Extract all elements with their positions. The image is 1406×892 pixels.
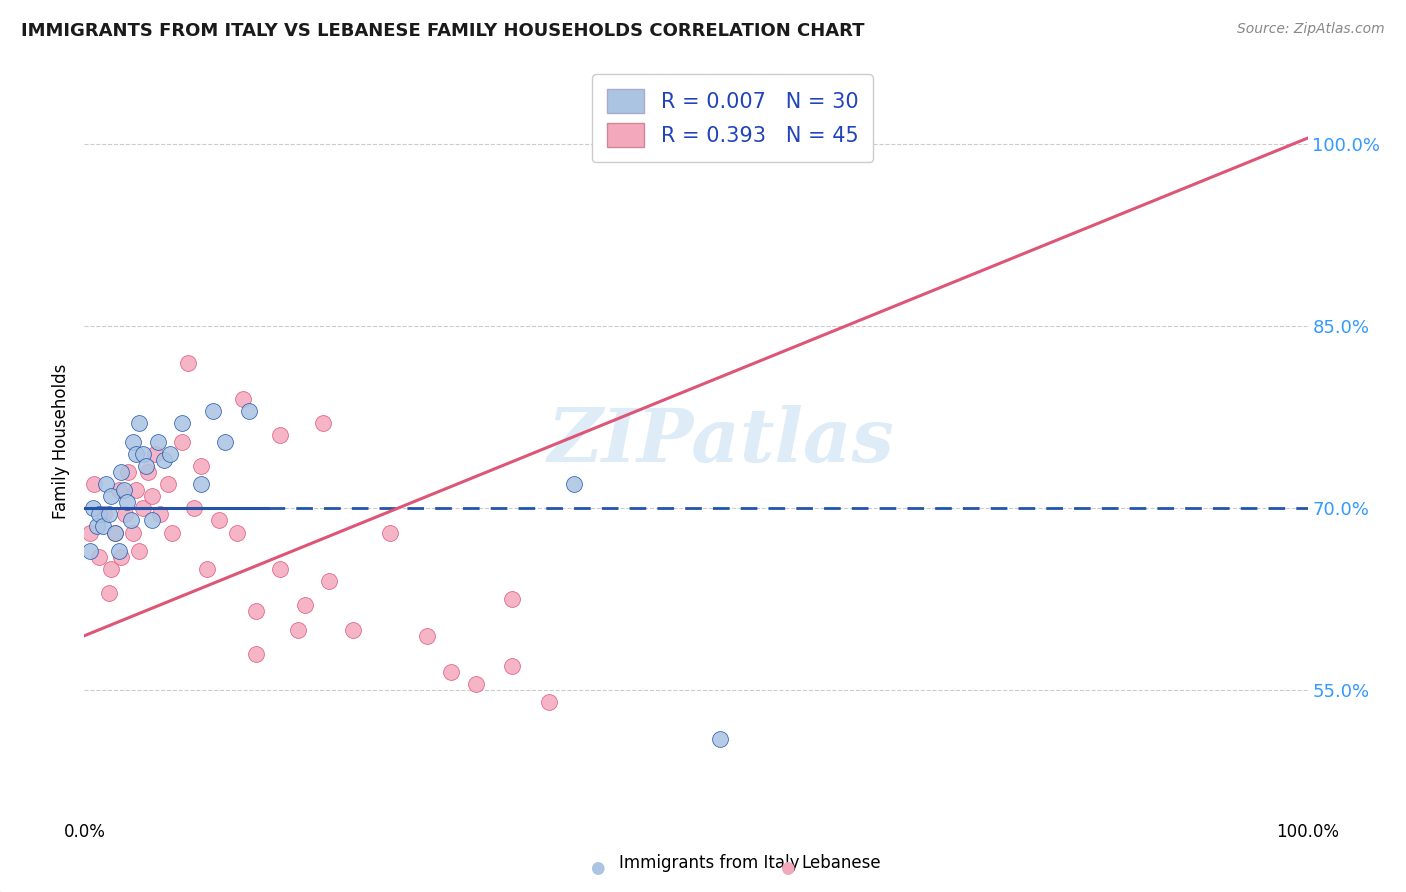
Point: [91, 519, 114, 533]
Point: [502, 592, 524, 607]
Point: [79, 525, 101, 540]
Point: [502, 659, 524, 673]
Point: [104, 525, 127, 540]
Point: [149, 508, 172, 522]
Text: ZIPatlas: ZIPatlas: [547, 405, 894, 478]
Point: [87, 549, 110, 564]
Point: [172, 417, 194, 431]
Text: ●: ●: [780, 859, 794, 877]
Point: [132, 501, 155, 516]
Point: [294, 599, 316, 613]
Point: [112, 483, 135, 497]
Point: [128, 417, 150, 431]
Point: [132, 447, 155, 461]
Text: Source: ZipAtlas.com: Source: ZipAtlas.com: [1237, 22, 1385, 37]
Text: Immigrants from Italy: Immigrants from Italy: [619, 855, 799, 872]
Point: [153, 452, 176, 467]
Point: [96, 477, 118, 491]
Point: [269, 562, 291, 576]
Point: [115, 495, 138, 509]
Point: [245, 647, 267, 661]
Point: [82, 501, 104, 516]
Point: [562, 477, 585, 491]
Point: [269, 428, 291, 442]
Point: [107, 483, 129, 497]
Point: [97, 508, 120, 522]
Point: [141, 513, 163, 527]
Point: [201, 404, 224, 418]
Point: [122, 525, 145, 540]
Point: [100, 489, 122, 503]
Point: [440, 665, 463, 680]
Point: [238, 404, 260, 418]
Point: [114, 508, 136, 522]
Point: [128, 543, 150, 558]
Legend: R = 0.007   N = 30, R = 0.393   N = 45: R = 0.007 N = 30, R = 0.393 N = 45: [592, 74, 873, 162]
Point: [87, 508, 110, 522]
Point: [125, 483, 148, 497]
Point: [226, 525, 249, 540]
Text: Lebanese: Lebanese: [801, 855, 882, 872]
Point: [183, 501, 205, 516]
Point: [83, 477, 105, 491]
Point: [156, 477, 179, 491]
Point: [110, 465, 132, 479]
Point: [162, 525, 184, 540]
Point: [79, 543, 101, 558]
Point: [190, 477, 212, 491]
Point: [177, 356, 200, 370]
Point: [464, 677, 486, 691]
Point: [107, 543, 129, 558]
Point: [214, 434, 236, 449]
Point: [125, 447, 148, 461]
Point: [190, 458, 212, 473]
Point: [136, 465, 159, 479]
Point: [97, 586, 120, 600]
Point: [86, 519, 108, 533]
Point: [416, 629, 439, 643]
Point: [195, 562, 218, 576]
Point: [117, 465, 139, 479]
Point: [312, 417, 335, 431]
Point: [122, 434, 145, 449]
Point: [342, 623, 364, 637]
Point: [135, 458, 157, 473]
Point: [159, 447, 181, 461]
Point: [93, 508, 115, 522]
Point: [709, 731, 731, 746]
Point: [172, 434, 194, 449]
Point: [318, 574, 340, 588]
Point: [143, 447, 166, 461]
Point: [208, 513, 231, 527]
Point: [380, 525, 402, 540]
Point: [100, 562, 122, 576]
Text: ●: ●: [591, 859, 605, 877]
Point: [245, 604, 267, 618]
Point: [538, 696, 561, 710]
Point: [110, 549, 132, 564]
Point: [141, 489, 163, 503]
Point: [232, 392, 254, 406]
Point: [120, 513, 142, 527]
Y-axis label: Family Households: Family Households: [52, 364, 70, 519]
Point: [146, 434, 169, 449]
Text: IMMIGRANTS FROM ITALY VS LEBANESE FAMILY HOUSEHOLDS CORRELATION CHART: IMMIGRANTS FROM ITALY VS LEBANESE FAMILY…: [21, 22, 865, 40]
Point: [104, 525, 127, 540]
Point: [287, 623, 309, 637]
